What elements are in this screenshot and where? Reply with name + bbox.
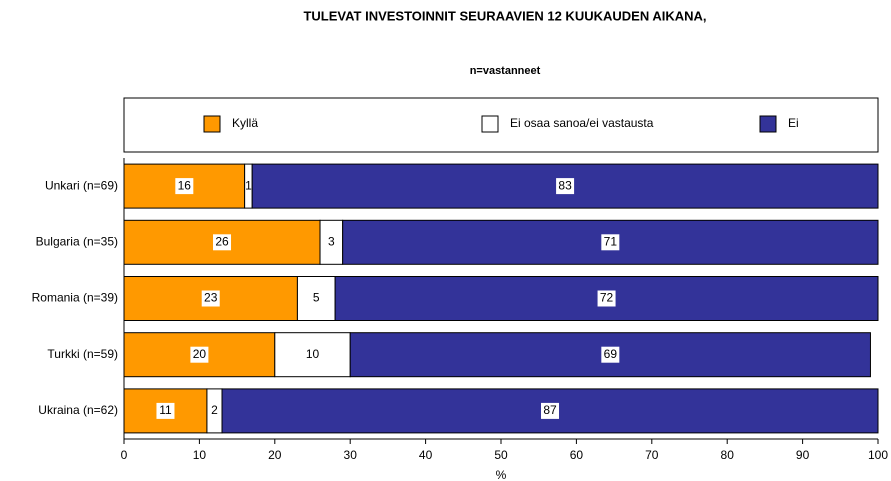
x-tick-label: 10 (193, 448, 207, 462)
data-label-bg (601, 234, 620, 251)
data-label: 87 (543, 403, 557, 417)
x-tick-label: 60 (570, 448, 584, 462)
y-tick-label: Ukraina (n=62) (38, 403, 118, 417)
chart-subtitle: n=vastanneet (470, 65, 541, 77)
x-tick-label: 70 (645, 448, 659, 462)
data-label: 3 (328, 234, 335, 248)
data-label-bg (190, 346, 209, 363)
bar-segment (334, 276, 879, 321)
data-label: 5 (313, 291, 320, 305)
data-label-bg (201, 290, 220, 307)
data-label-bg (556, 178, 575, 195)
data-label: 11 (159, 403, 172, 417)
bar-segment (274, 332, 351, 378)
y-tick-label: Turkki (n=59) (47, 347, 118, 361)
y-tick-label: Unkari (n=69) (45, 178, 118, 192)
data-label-bg (156, 402, 175, 419)
data-label-bg (541, 402, 560, 419)
legend-swatch (203, 115, 221, 133)
data-label: 1 (245, 178, 252, 192)
bar-segment (349, 332, 871, 378)
data-label: 16 (178, 178, 192, 192)
data-label: 72 (600, 291, 614, 305)
data-label-bg (175, 178, 194, 195)
x-tick-label: 0 (121, 448, 128, 462)
legend-label: Ei (788, 116, 799, 130)
data-label: 83 (558, 178, 572, 192)
data-label: 10 (306, 347, 320, 361)
x-tick-label: 20 (268, 448, 282, 462)
data-label-bg (597, 290, 616, 307)
x-tick-label: 80 (721, 448, 735, 462)
legend-label: Ei osaa sanoa/ei vastausta (510, 116, 654, 130)
data-label-bg (601, 346, 620, 363)
data-label: 2 (211, 403, 218, 417)
x-tick-label: 50 (494, 448, 508, 462)
legend-swatch (481, 115, 499, 133)
x-tick-label: 100 (868, 448, 888, 462)
y-tick-label: Romania (n=39) (32, 291, 118, 305)
data-label: 26 (215, 234, 229, 248)
legend-label: Kyllä (232, 116, 258, 130)
legend-swatch (759, 115, 777, 133)
x-tick-label: 40 (419, 448, 433, 462)
x-tick-label: 90 (796, 448, 810, 462)
data-label: 23 (204, 291, 218, 305)
x-axis-label: % (496, 468, 507, 481)
legend-box (123, 97, 879, 153)
x-tick-label: 30 (344, 448, 358, 462)
data-label: 20 (193, 347, 207, 361)
y-tick-label: Bulgaria (n=35) (36, 234, 118, 248)
data-label: 69 (604, 347, 618, 361)
data-label-bg (213, 234, 232, 251)
bar-segment (296, 276, 336, 321)
data-label: 71 (604, 234, 618, 248)
chart-title: TULEVAT INVESTOINNIT SEURAAVIEN 12 KUUKA… (303, 8, 706, 23)
